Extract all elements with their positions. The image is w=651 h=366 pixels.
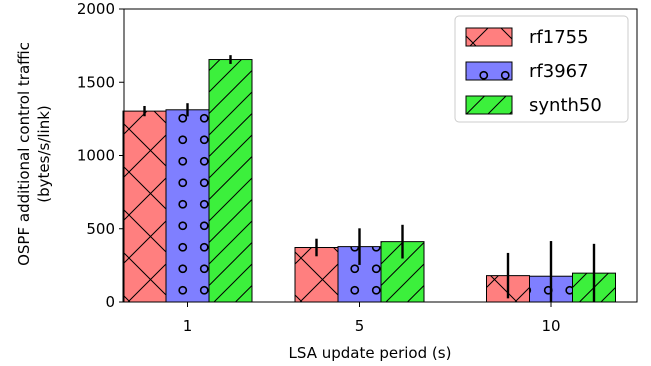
legend-label-rf3967: rf3967 xyxy=(529,61,589,82)
legend-label-rf1755: rf1755 xyxy=(529,27,589,48)
x-tick-label: 1 xyxy=(183,317,193,335)
y-axis-label-line1: OSPF additional control traffic xyxy=(15,42,33,266)
bar-rf3967-1 xyxy=(165,109,210,303)
x-tick-label: 10 xyxy=(541,317,560,335)
legend-swatch-synth50 xyxy=(465,95,513,115)
bar-rf1755-1 xyxy=(122,110,167,303)
y-tick-label: 1500 xyxy=(77,73,115,91)
legend-swatch-rf1755 xyxy=(465,27,513,47)
bar-synth50-1 xyxy=(208,59,253,303)
axes-layer: 0 500 1000 1500 2000 1 5 10 xyxy=(77,0,638,335)
legend-swatch-rf3967 xyxy=(465,61,513,81)
y-axis-label-line2: (bytes/s/link) xyxy=(35,105,53,202)
x-tick-label: 5 xyxy=(355,317,365,335)
bar-rf1755-5 xyxy=(294,247,339,303)
error-bars-layer xyxy=(143,55,596,302)
legend: rf1755 rf3967 synth50 xyxy=(454,15,629,123)
x-axis-label: LSA update period (s) xyxy=(289,344,452,362)
y-tick-label: 2000 xyxy=(77,0,115,18)
y-tick-label: 500 xyxy=(86,220,115,238)
y-tick-label: 1000 xyxy=(77,147,115,165)
legend-label-synth50: synth50 xyxy=(529,95,602,116)
y-tick-label: 0 xyxy=(105,293,115,311)
